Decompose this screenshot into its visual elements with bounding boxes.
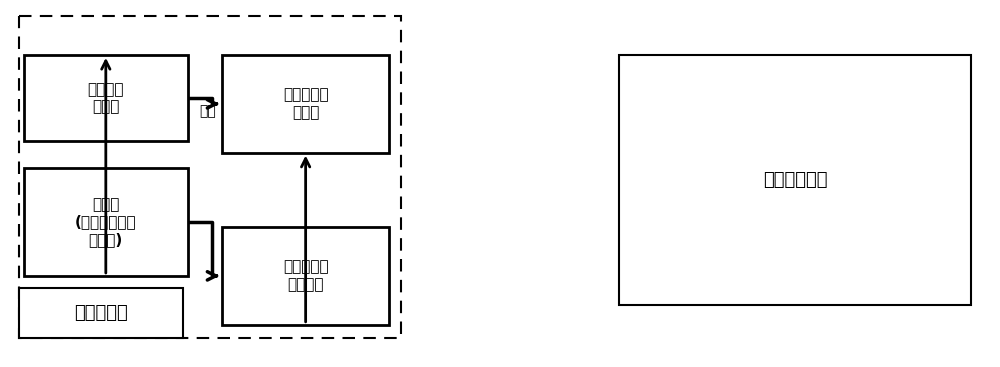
Text: 物体识别
与定位: 物体识别 与定位 xyxy=(88,82,124,114)
Text: 操作技能执
行网络: 操作技能执 行网络 xyxy=(283,88,328,120)
Bar xyxy=(19,16,401,338)
Bar xyxy=(619,55,971,305)
Text: 位姿: 位姿 xyxy=(199,105,216,119)
Text: 任务相关型
动态网络: 任务相关型 动态网络 xyxy=(283,260,328,292)
Bar xyxy=(222,55,389,153)
Text: 智能学习体: 智能学习体 xyxy=(74,304,128,322)
Bar xyxy=(24,168,188,276)
Bar xyxy=(222,227,389,325)
Text: 预处理
(剪裁、填充、
归一化): 预处理 (剪裁、填充、 归一化) xyxy=(75,197,137,247)
Bar xyxy=(19,288,183,338)
Bar xyxy=(24,55,188,141)
Text: 虚拟仿真环境: 虚拟仿真环境 xyxy=(763,171,827,189)
